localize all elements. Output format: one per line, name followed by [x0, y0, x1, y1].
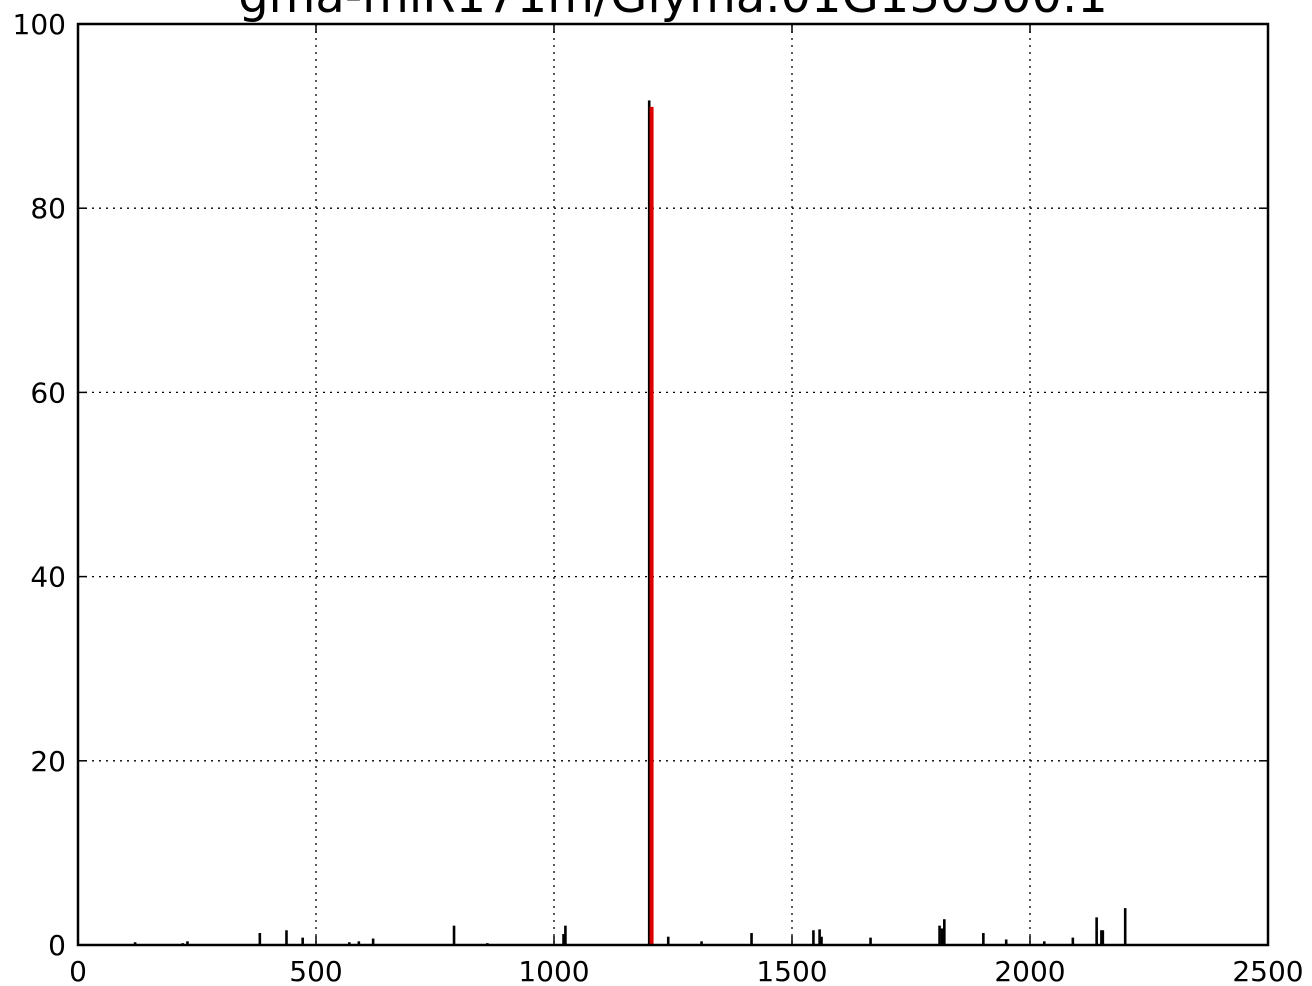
- x-tick-label: 0: [69, 955, 87, 986]
- bar: [285, 930, 288, 945]
- x-tick-label: 2500: [1232, 955, 1303, 986]
- y-tick-label: 20: [30, 745, 66, 778]
- chart-title: gma-miR171m/Glyma.01G130500.1: [238, 0, 1108, 24]
- y-tick-label: 40: [30, 561, 66, 594]
- y-tick-label: 100: [13, 8, 66, 41]
- grid: [78, 24, 1268, 945]
- bar: [452, 925, 456, 945]
- bar: [357, 941, 361, 945]
- x-tick-labels: 0 500 1000 1500 2000 2500: [69, 955, 1304, 986]
- bar: [258, 933, 262, 945]
- bar: [1123, 908, 1127, 945]
- bar: [943, 919, 946, 945]
- bar: [666, 936, 670, 945]
- bar: [1101, 930, 1105, 945]
- highlight-bar: [649, 106, 654, 945]
- x-tick-label: 500: [289, 955, 342, 986]
- bar: [700, 941, 703, 945]
- bar: [1095, 917, 1098, 945]
- bar: [1042, 941, 1046, 945]
- bar: [186, 941, 189, 945]
- y-tick-label: 80: [30, 192, 66, 225]
- y-tick-labels: 0 20 40 60 80 100: [13, 8, 66, 962]
- bar: [938, 925, 941, 945]
- plot-area: [76, 22, 1270, 947]
- bar: [371, 938, 375, 945]
- bar: [647, 100, 651, 946]
- bar: [562, 933, 565, 945]
- bar: [940, 928, 944, 945]
- bars: [133, 100, 1127, 946]
- x-tick-label: 1000: [518, 955, 589, 986]
- x-tick-label: 1500: [756, 955, 827, 986]
- bar: [750, 933, 753, 945]
- bar: [1071, 937, 1075, 945]
- y-tick-label: 60: [30, 376, 66, 409]
- bar: [133, 942, 137, 945]
- bar: [869, 937, 872, 945]
- bar: [301, 937, 304, 945]
- bar: [812, 930, 815, 945]
- ticks: [77, 23, 1269, 946]
- y-tick-label: 0: [48, 929, 66, 962]
- bar: [818, 929, 821, 945]
- bar: [1004, 939, 1008, 945]
- plot-background: [78, 24, 1268, 945]
- bar: [820, 936, 823, 945]
- bar: [1100, 930, 1103, 945]
- bar: [982, 933, 985, 945]
- x-tick-label: 2000: [994, 955, 1065, 986]
- bar: [564, 925, 567, 945]
- bar: [348, 942, 351, 945]
- plot-frame: [76, 22, 1270, 947]
